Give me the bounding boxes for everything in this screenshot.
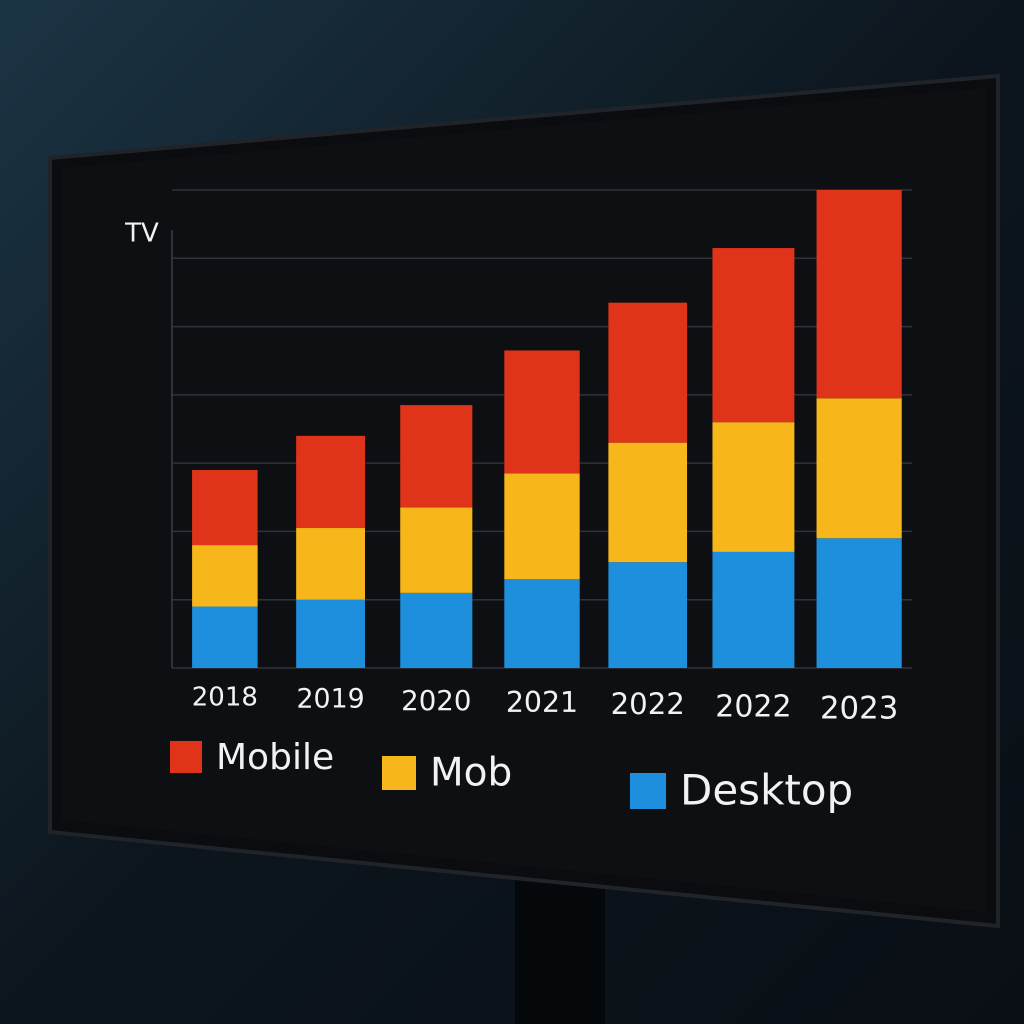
bar-segment	[608, 562, 688, 668]
x-tick-label: 2023	[820, 691, 898, 727]
bar-segment	[192, 469, 258, 546]
bar-segment	[504, 350, 580, 474]
bar-segment	[400, 592, 473, 668]
y-axis-label: TV	[124, 219, 159, 249]
bar-segment	[296, 435, 365, 529]
legend-swatch	[630, 773, 666, 809]
legend-swatch	[170, 741, 202, 773]
bar-segment	[816, 398, 902, 539]
x-tick-label: 2022	[611, 687, 685, 721]
x-tick-label: 2018	[192, 683, 258, 713]
bar-segment	[400, 507, 473, 593]
bar-segment	[712, 248, 795, 423]
bar-segment	[504, 473, 580, 580]
bar-segment	[192, 545, 258, 607]
bar-segment	[712, 422, 795, 552]
bar-segment	[816, 538, 902, 668]
legend-label: Mob	[430, 751, 512, 796]
chart: TV 2018 2019 2020 2021 2022 2022 2023 Mobile Mob…	[124, 189, 912, 815]
bar-segment	[712, 551, 795, 668]
bar-segment	[816, 190, 902, 399]
legend-swatch	[382, 756, 416, 790]
bar-segment	[400, 405, 473, 508]
legend-label: Desktop	[680, 766, 853, 815]
bar-segment	[608, 442, 688, 563]
x-tick-label: 2020	[401, 684, 471, 717]
bar-segment	[192, 606, 258, 668]
bar-segment	[504, 579, 580, 668]
x-tick-label: 2019	[296, 684, 364, 715]
x-tick-label: 2021	[506, 686, 578, 719]
monitor-stand	[515, 880, 605, 1024]
bar-segment	[608, 302, 688, 443]
bar-segment	[296, 599, 365, 668]
x-tick-label: 2022	[715, 690, 791, 725]
legend-label: Mobile	[216, 737, 334, 778]
bar-segment	[296, 528, 365, 600]
